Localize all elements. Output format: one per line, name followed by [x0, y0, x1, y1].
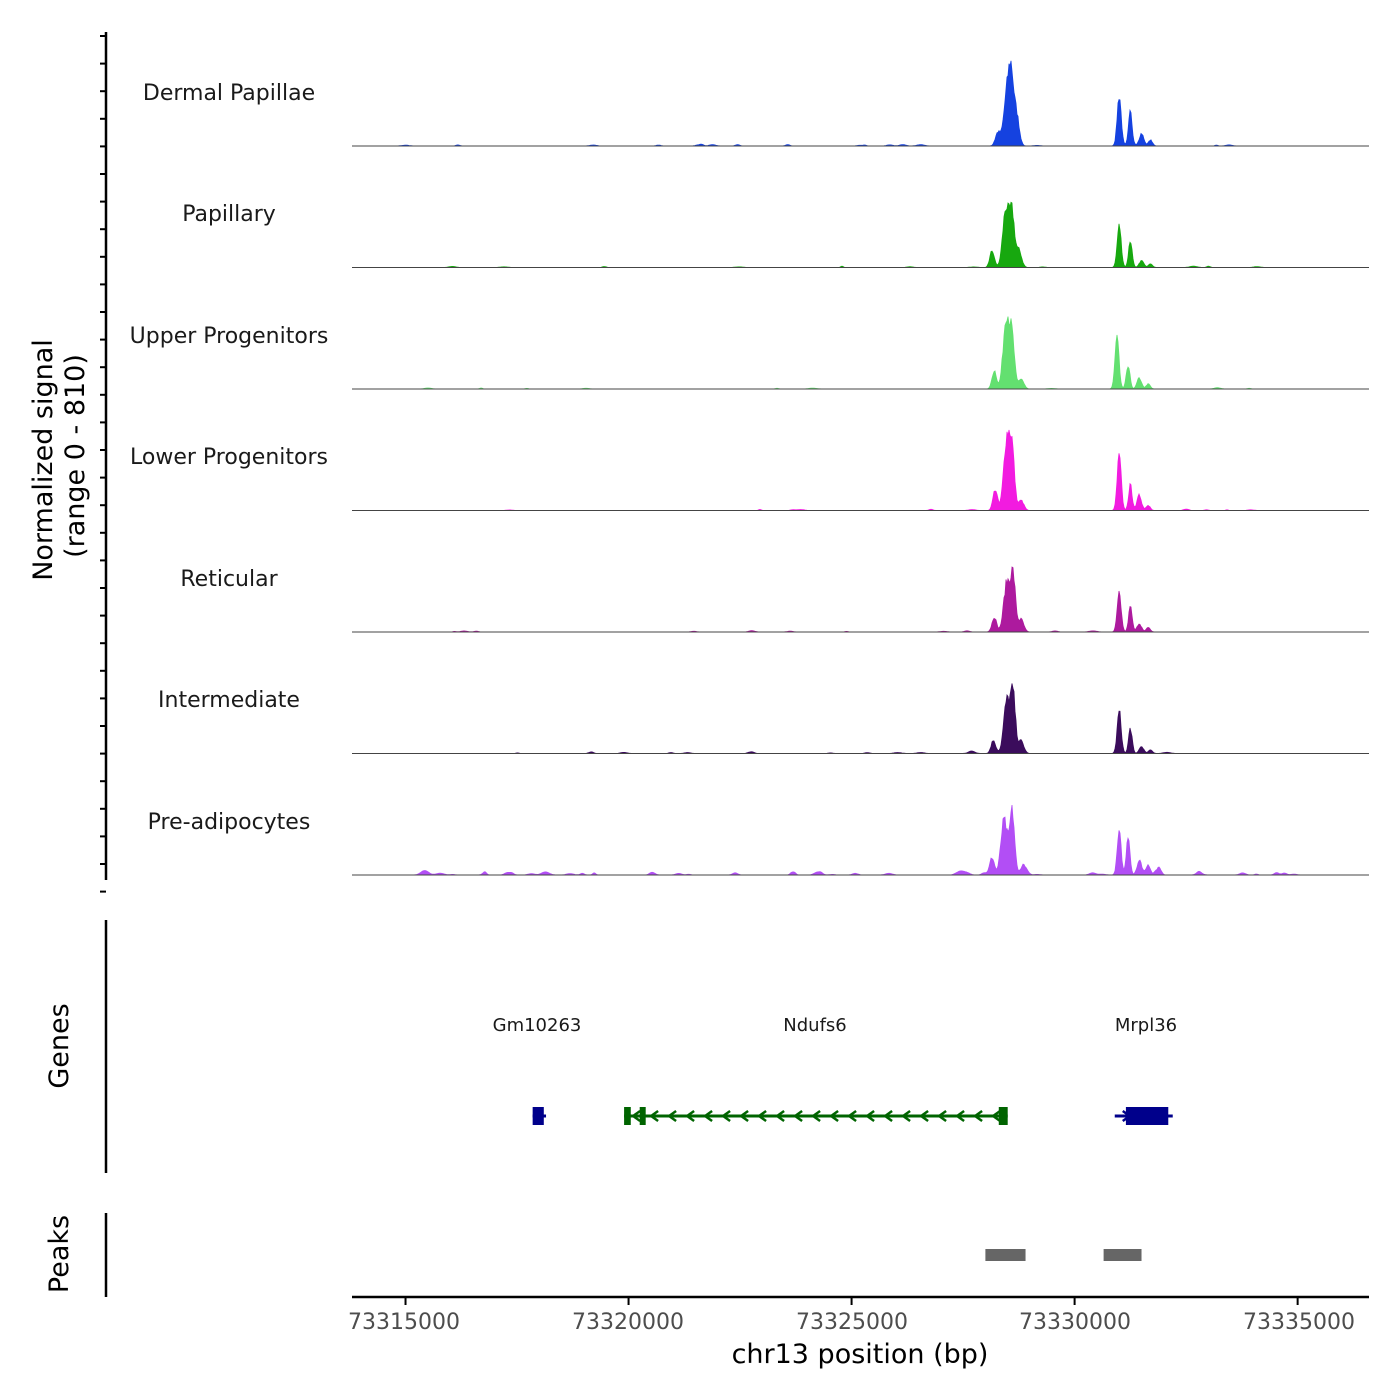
track-papillary	[352, 201, 1369, 268]
strand-arrow	[720, 1109, 731, 1123]
track-label-dermal-papillae: Dermal Papillae	[143, 81, 315, 106]
strand-arrow	[702, 1109, 713, 1123]
gene-model-mrpl36	[1114, 1107, 1173, 1125]
signal-axis-title-line2: (range 0 - 810)	[60, 354, 91, 558]
track-label-reticular: Reticular	[180, 567, 278, 592]
strand-arrow	[756, 1109, 767, 1123]
gene-label-ndufs6: Ndufs6	[783, 1015, 846, 1036]
x-tick-label-73335000: 73335000	[1243, 1310, 1355, 1335]
track-reticular	[352, 566, 1369, 633]
gene-exon	[624, 1107, 631, 1125]
x-tick-label-73325000: 73325000	[796, 1310, 908, 1335]
genes-axis-title: Genes	[44, 1003, 75, 1088]
peaks-axis-title: Peaks	[44, 1215, 75, 1293]
track-label-lower-progenitors: Lower Progenitors	[130, 445, 328, 470]
track-label-papillary: Papillary	[182, 202, 276, 227]
peak-region	[1103, 1249, 1142, 1261]
x-tick-label-73320000: 73320000	[572, 1310, 684, 1335]
strand-arrow	[936, 1109, 947, 1123]
x-tick-label-73330000: 73330000	[1019, 1310, 1131, 1335]
signal-axis-title-line1: Normalized signal	[28, 339, 59, 581]
strand-arrow	[990, 1109, 1001, 1123]
track-upper-progenitors	[352, 316, 1369, 390]
peak-region	[985, 1249, 1026, 1261]
x-tick-label-73315000: 73315000	[348, 1310, 460, 1335]
strand-arrow	[684, 1109, 695, 1123]
track-label-upper-progenitors: Upper Progenitors	[130, 324, 329, 349]
signal-axis-ticks	[100, 35, 106, 893]
gene-exon	[998, 1107, 1008, 1125]
gene-model-gm10263	[532, 1107, 547, 1125]
strand-arrow	[738, 1109, 749, 1123]
coverage-tracks	[352, 60, 1369, 876]
track-lower-progenitors	[352, 429, 1369, 511]
strand-arrow	[882, 1109, 893, 1123]
strand-arrow	[666, 1109, 677, 1123]
gene-label-gm10263: Gm10263	[493, 1015, 582, 1036]
track-label-intermediate: Intermediate	[158, 688, 300, 713]
x-axis-title: chr13 position (bp)	[732, 1339, 989, 1370]
strand-arrow	[918, 1109, 929, 1123]
track-pre-adipocytes	[352, 804, 1369, 876]
strand-arrow	[864, 1109, 875, 1123]
strand-arrow	[792, 1109, 803, 1123]
strand-arrow	[846, 1109, 857, 1123]
track-label-pre-adipocytes: Pre-adipocytes	[148, 810, 311, 835]
gene-label-mrpl36: Mrpl36	[1115, 1015, 1177, 1036]
track-intermediate	[352, 683, 1369, 754]
gene-annotations	[532, 1107, 1173, 1125]
strand-arrow	[954, 1109, 965, 1123]
strand-arrow	[900, 1109, 911, 1123]
gene-exon	[532, 1107, 544, 1125]
x-axis-ticks	[404, 1297, 1299, 1305]
gene-exon	[639, 1107, 646, 1125]
strand-arrow	[648, 1109, 659, 1123]
strand-arrow	[828, 1109, 839, 1123]
strand-arrow	[810, 1109, 821, 1123]
track-dermal-papillae	[352, 60, 1369, 147]
track-labels: Dermal Papillae Papillary Upper Progenit…	[130, 81, 329, 835]
peak-regions	[985, 1249, 1142, 1261]
gene-model-ndufs6	[624, 1107, 1008, 1125]
strand-arrow	[630, 1109, 641, 1123]
strand-arrow	[774, 1109, 785, 1123]
x-axis-tick-labels: 73315000 73320000 73325000 73330000 7333…	[348, 1310, 1355, 1335]
strand-arrow	[972, 1109, 983, 1123]
gene-exon	[1125, 1107, 1169, 1125]
